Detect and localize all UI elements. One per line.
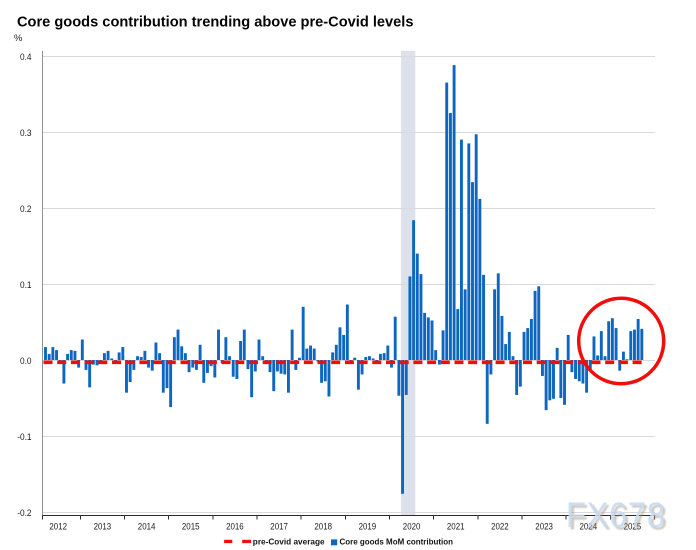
svg-text:2022: 2022 — [491, 522, 509, 533]
svg-text:0.1: 0.1 — [20, 280, 32, 291]
svg-text:2014: 2014 — [138, 522, 156, 533]
svg-text:-0.1: -0.1 — [17, 432, 31, 443]
svg-text:2024: 2024 — [580, 522, 598, 533]
svg-text:2017: 2017 — [270, 522, 288, 533]
svg-text:0.0: 0.0 — [20, 356, 32, 367]
svg-text:%: % — [14, 32, 22, 43]
svg-text:2018: 2018 — [314, 522, 332, 533]
svg-text:2019: 2019 — [359, 522, 377, 533]
svg-text:2021: 2021 — [447, 522, 465, 533]
svg-text:Core goods contribution trendi: Core goods contribution trending above p… — [17, 14, 414, 30]
svg-text:2013: 2013 — [94, 522, 112, 533]
svg-text:2016: 2016 — [226, 522, 244, 533]
svg-text:0.4: 0.4 — [20, 52, 32, 63]
svg-text:2015: 2015 — [182, 522, 200, 533]
svg-text:FX678: FX678 — [568, 499, 668, 538]
svg-text:Core goods MoM contribution: Core goods MoM contribution — [340, 537, 454, 547]
svg-text:2020: 2020 — [403, 522, 421, 533]
svg-text:0.2: 0.2 — [20, 204, 32, 215]
svg-text:0.3: 0.3 — [20, 128, 32, 139]
svg-text:pre-Covid average: pre-Covid average — [253, 537, 325, 547]
svg-text:2025: 2025 — [624, 522, 642, 533]
svg-text:2023: 2023 — [535, 522, 553, 533]
svg-text:FX678: FX678 — [566, 496, 666, 535]
svg-text:2012: 2012 — [49, 522, 67, 533]
svg-text:-0.2: -0.2 — [17, 508, 31, 519]
